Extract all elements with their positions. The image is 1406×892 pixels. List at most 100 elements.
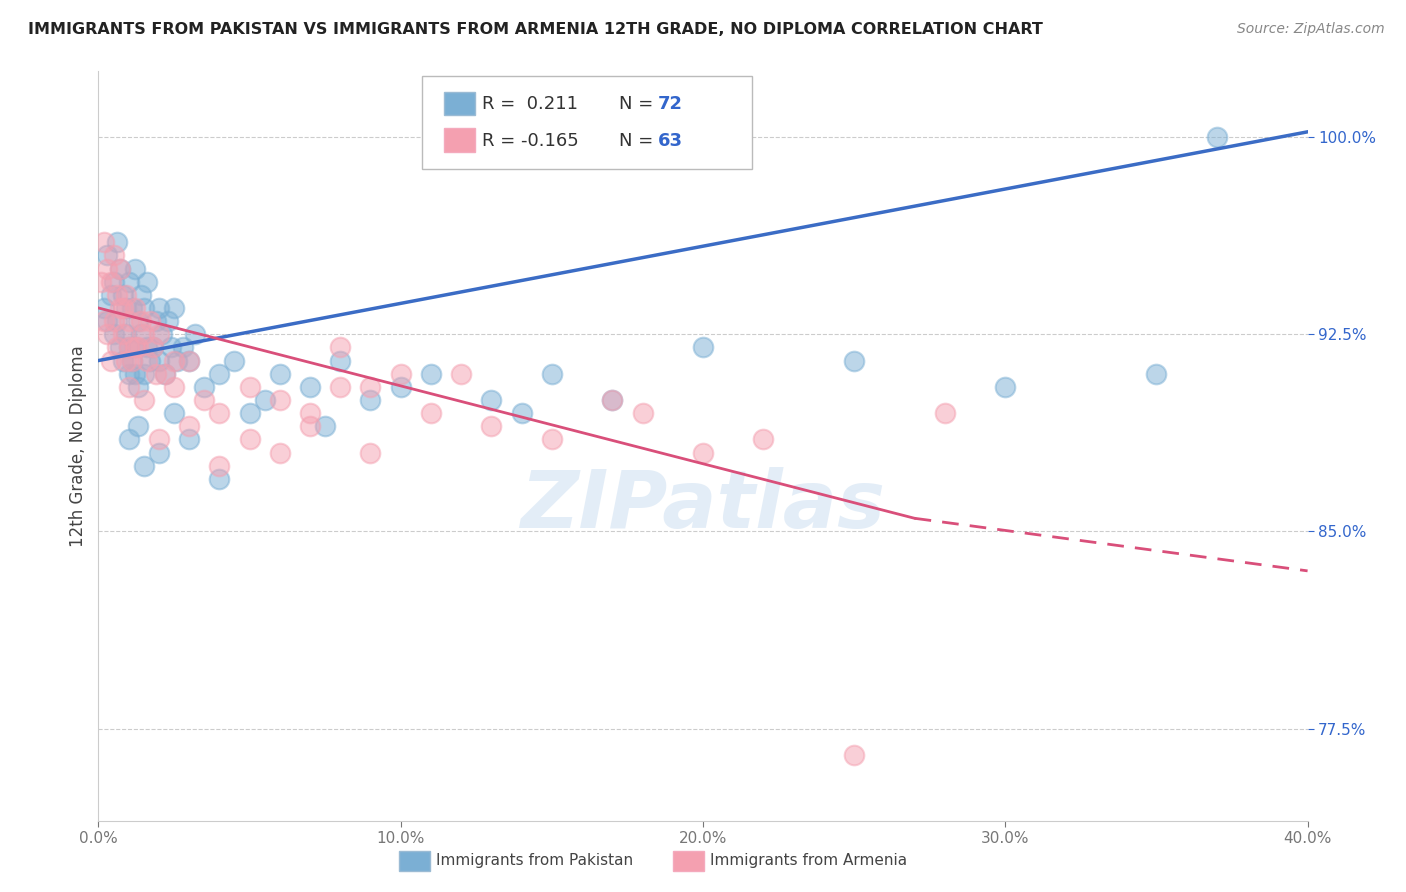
Point xyxy=(179,353,201,368)
Point xyxy=(329,380,352,394)
Point xyxy=(105,288,128,302)
Point xyxy=(132,327,155,342)
Point xyxy=(129,314,152,328)
Point xyxy=(631,406,654,420)
Point xyxy=(994,839,1017,854)
Point xyxy=(108,261,131,276)
Point xyxy=(139,353,162,368)
Text: R =  0.211: R = 0.211 xyxy=(482,95,578,113)
Point xyxy=(752,433,775,447)
Point xyxy=(145,367,167,381)
Point xyxy=(127,340,149,354)
Point xyxy=(139,314,162,328)
Point xyxy=(118,340,141,354)
Text: Immigrants from Pakistan: Immigrants from Pakistan xyxy=(436,854,633,868)
Point xyxy=(132,458,155,473)
Point xyxy=(118,367,141,381)
Point xyxy=(121,353,143,368)
Point xyxy=(314,419,336,434)
Point xyxy=(100,353,122,368)
Point xyxy=(156,314,179,328)
Point xyxy=(103,275,125,289)
Point xyxy=(118,275,141,289)
Point xyxy=(166,353,188,368)
Point xyxy=(269,392,291,407)
Point xyxy=(163,353,186,368)
Point xyxy=(994,380,1017,394)
Point xyxy=(132,367,155,381)
Point xyxy=(239,433,262,447)
Text: 63: 63 xyxy=(658,132,683,150)
Point xyxy=(93,235,115,250)
Point xyxy=(148,353,170,368)
Point xyxy=(103,248,125,262)
Point xyxy=(132,301,155,315)
Point xyxy=(193,380,215,394)
Point xyxy=(163,380,186,394)
Point xyxy=(93,314,115,328)
Point xyxy=(179,353,201,368)
Point xyxy=(450,367,472,381)
Point xyxy=(127,314,149,328)
Point xyxy=(148,301,170,315)
Point xyxy=(105,340,128,354)
Point xyxy=(114,353,136,368)
Point xyxy=(179,433,201,447)
Point xyxy=(360,380,382,394)
Point xyxy=(193,392,215,407)
Point xyxy=(239,380,262,394)
Point xyxy=(208,406,231,420)
Point xyxy=(103,327,125,342)
Point xyxy=(481,392,503,407)
Point xyxy=(96,314,118,328)
Point xyxy=(145,314,167,328)
Point xyxy=(844,353,866,368)
Point xyxy=(105,235,128,250)
Point xyxy=(269,445,291,459)
Text: R = -0.165: R = -0.165 xyxy=(482,132,579,150)
Point xyxy=(124,301,146,315)
Point xyxy=(142,340,165,354)
Point xyxy=(127,419,149,434)
Point xyxy=(124,340,146,354)
Point xyxy=(163,301,186,315)
Point xyxy=(118,380,141,394)
Point xyxy=(135,353,157,368)
Point xyxy=(132,392,155,407)
Point xyxy=(124,367,146,381)
Point xyxy=(129,327,152,342)
Point xyxy=(163,406,186,420)
Point xyxy=(299,380,322,394)
Point xyxy=(481,419,503,434)
Point xyxy=(692,445,714,459)
Point xyxy=(118,314,141,328)
Point xyxy=(142,340,165,354)
Point xyxy=(111,301,134,315)
Point xyxy=(153,367,176,381)
Point xyxy=(329,340,352,354)
Point xyxy=(118,340,141,354)
Point xyxy=(108,340,131,354)
Point xyxy=(150,327,173,342)
Text: ZIPatlas: ZIPatlas xyxy=(520,467,886,545)
Point xyxy=(692,340,714,354)
Point xyxy=(118,433,141,447)
Point xyxy=(129,288,152,302)
Point xyxy=(96,261,118,276)
Point xyxy=(121,353,143,368)
Point xyxy=(103,314,125,328)
Point xyxy=(208,472,231,486)
Point xyxy=(135,340,157,354)
Text: N =: N = xyxy=(619,95,658,113)
Point xyxy=(179,419,201,434)
Point xyxy=(602,392,624,407)
Point xyxy=(1146,367,1168,381)
Point xyxy=(100,288,122,302)
Point xyxy=(114,327,136,342)
Text: IMMIGRANTS FROM PAKISTAN VS IMMIGRANTS FROM ARMENIA 12TH GRADE, NO DIPLOMA CORRE: IMMIGRANTS FROM PAKISTAN VS IMMIGRANTS F… xyxy=(28,22,1043,37)
Point xyxy=(114,301,136,315)
Text: 72: 72 xyxy=(658,95,683,113)
Point xyxy=(114,288,136,302)
Point xyxy=(93,301,115,315)
Point xyxy=(420,367,443,381)
